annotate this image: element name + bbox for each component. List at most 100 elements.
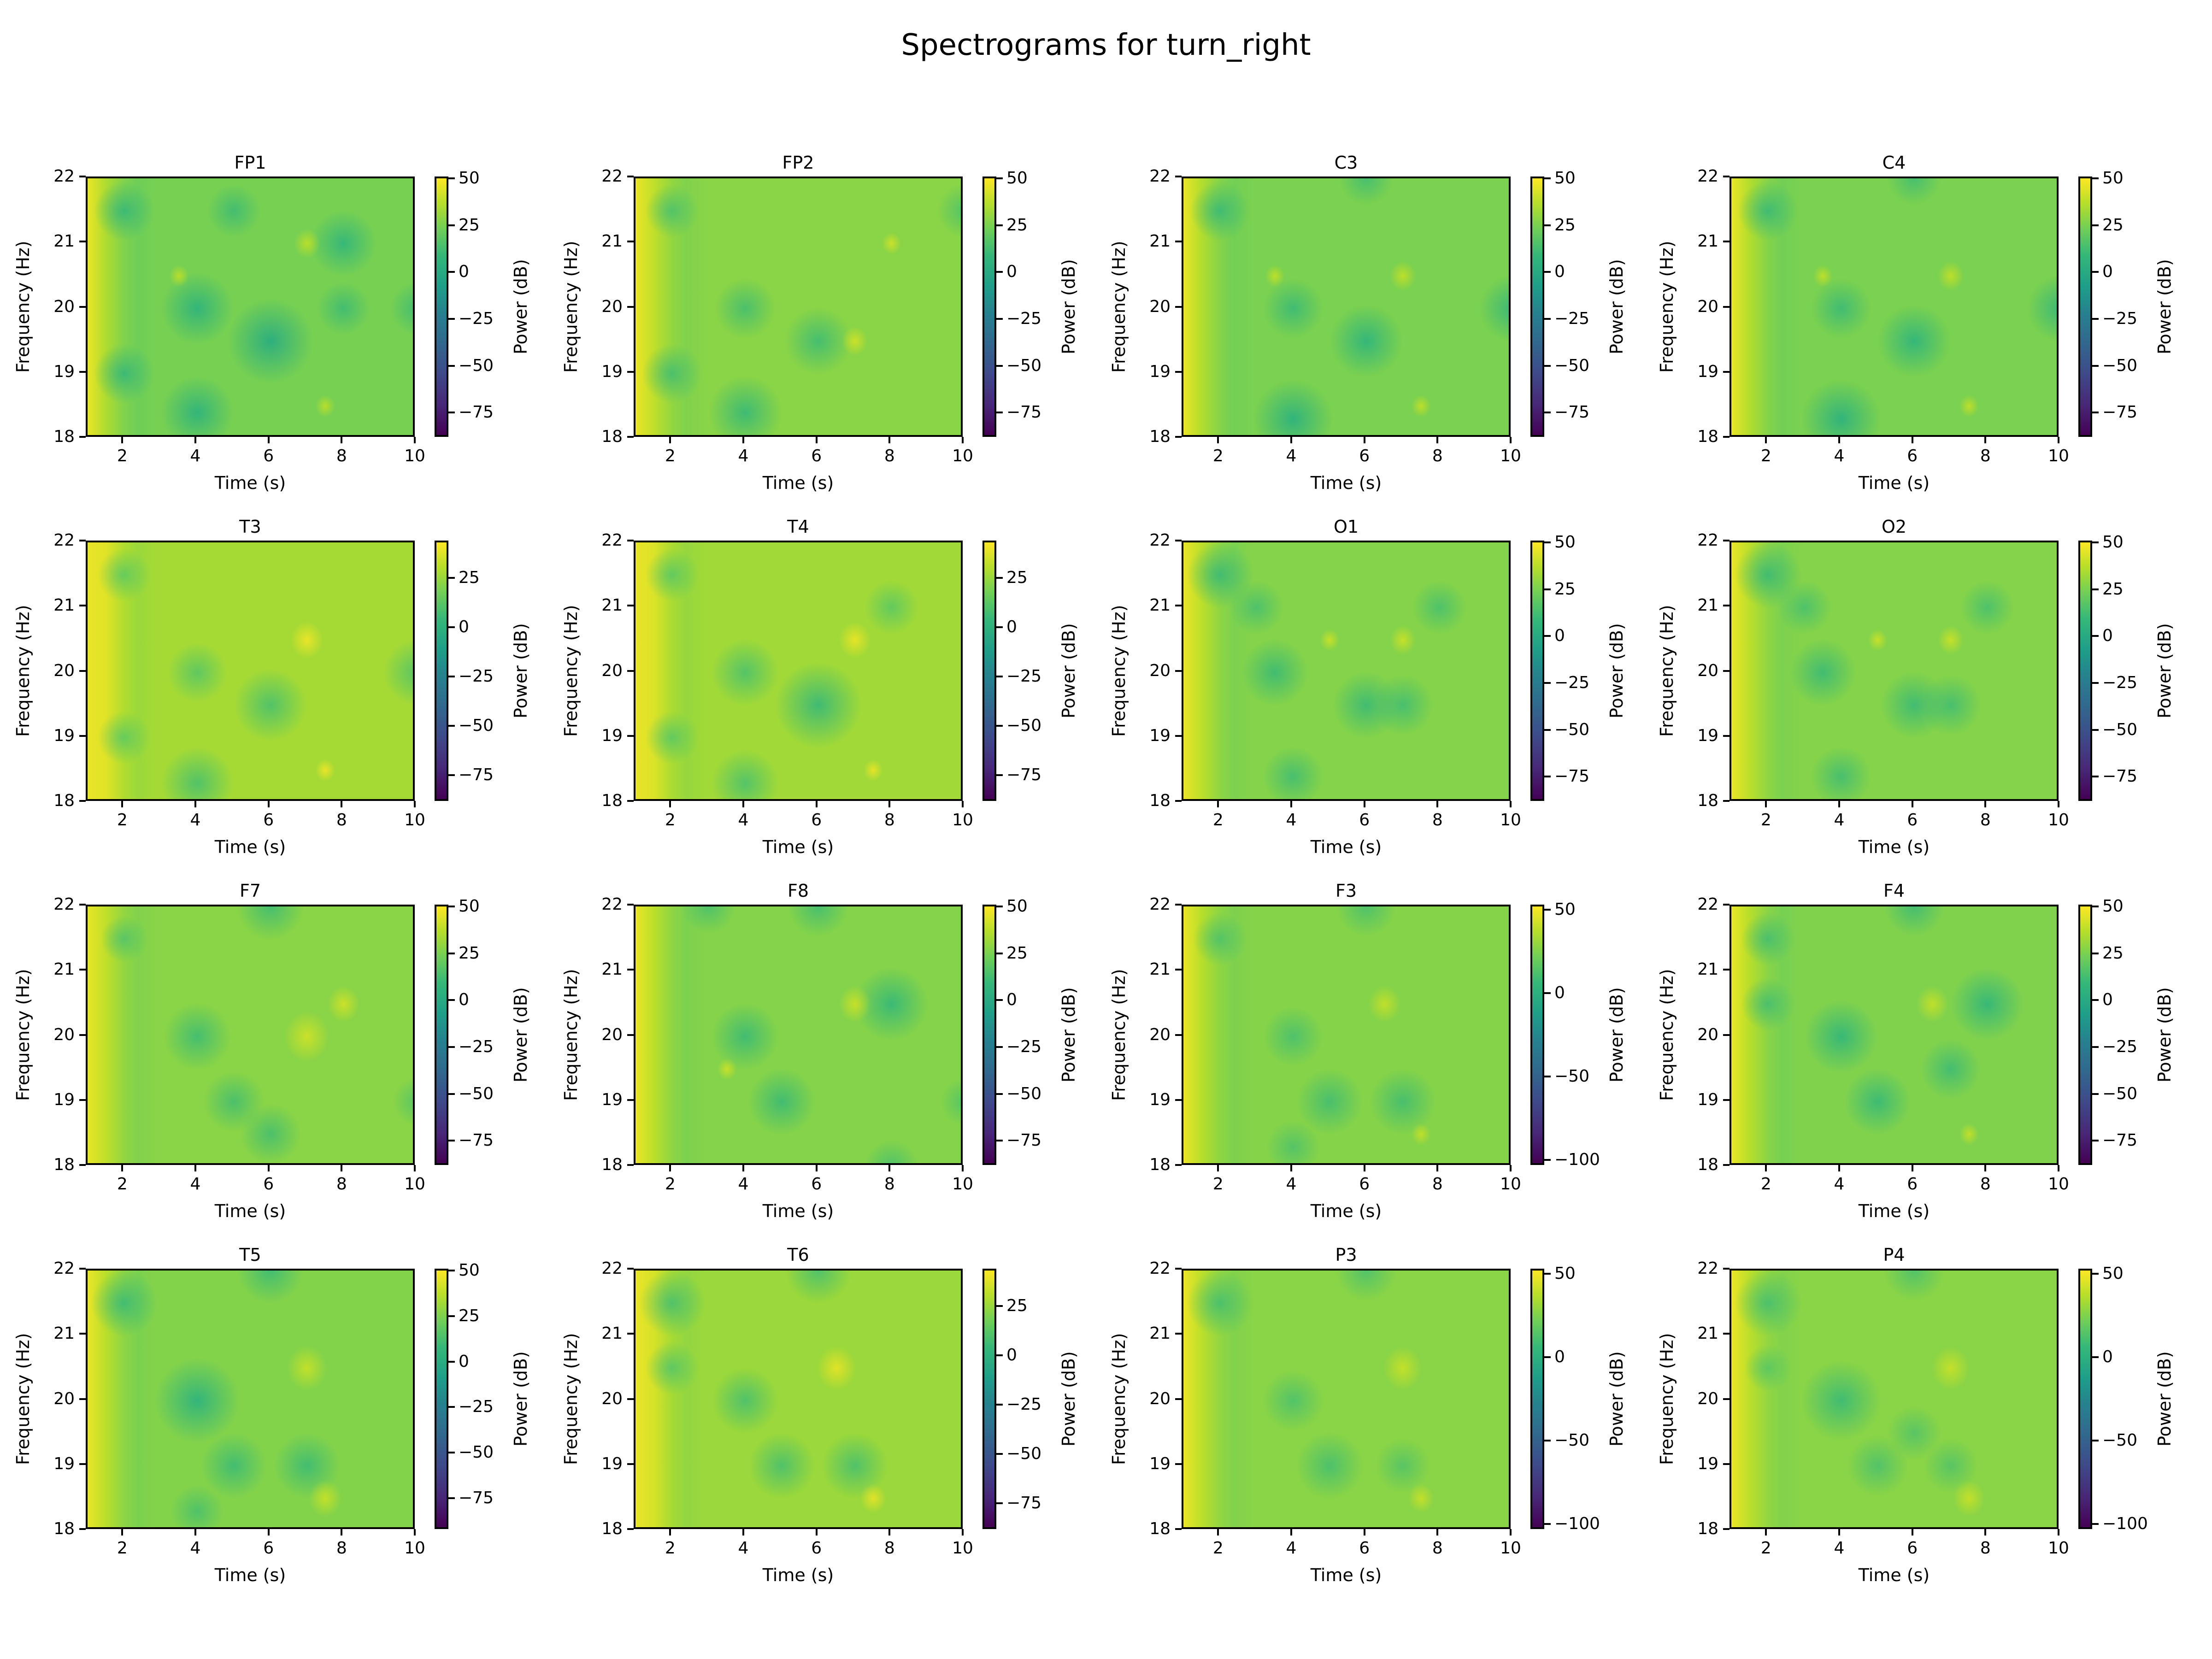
x-tick-label: 10 xyxy=(1500,811,1521,830)
x-tick xyxy=(121,1529,124,1535)
spectrogram-plot xyxy=(86,176,415,437)
y-tick xyxy=(1175,176,1182,177)
colorbar-tick-label: −75 xyxy=(459,765,494,785)
colorbar-label: Power (dB) xyxy=(511,623,531,718)
y-axis-label: Frequency (Hz) xyxy=(1109,1333,1129,1465)
spectrogram-heatmap xyxy=(1183,906,1509,1163)
y-tick-label: 18 xyxy=(601,427,623,446)
y-tick-label: 22 xyxy=(1149,531,1171,550)
x-tick-label: 10 xyxy=(404,811,425,830)
y-tick xyxy=(79,371,86,373)
y-axis-label: Frequency (Hz) xyxy=(1657,969,1677,1101)
colorbar-tick-label: −50 xyxy=(1554,1431,1589,1450)
x-tick-label: 6 xyxy=(1907,1539,1918,1558)
colorbar xyxy=(1530,176,1544,437)
x-tick xyxy=(1838,1529,1840,1535)
x-tick xyxy=(1765,437,1767,443)
colorbar-tick-label: −25 xyxy=(459,667,494,686)
y-tick xyxy=(1175,436,1182,438)
colorbar-label: Power (dB) xyxy=(511,259,531,354)
y-tick xyxy=(1723,1463,1730,1465)
y-tick-label: 21 xyxy=(1697,960,1718,979)
colorbar-tick-label: −50 xyxy=(459,356,494,375)
colorbar-tick xyxy=(448,365,455,367)
x-tick xyxy=(1765,801,1767,807)
x-tick-label: 4 xyxy=(190,447,201,465)
colorbar-label: Power (dB) xyxy=(1606,259,1627,354)
y-tick-label: 21 xyxy=(53,232,75,251)
panel-title-c3: C3 xyxy=(1334,153,1358,173)
colorbar-tick xyxy=(996,412,1003,414)
x-tick-label: 4 xyxy=(1834,1539,1845,1558)
x-tick-label: 8 xyxy=(1980,1539,1991,1558)
y-tick xyxy=(627,1463,634,1465)
x-tick xyxy=(194,801,196,807)
colorbar-tick-label: 0 xyxy=(2102,1347,2113,1366)
x-tick-label: 10 xyxy=(2048,811,2069,830)
colorbar-tick-label: 25 xyxy=(1554,215,1576,235)
x-tick-label: 4 xyxy=(1834,1175,1845,1194)
colorbar-tick xyxy=(996,271,1003,273)
colorbar-tick-label: −25 xyxy=(1006,1037,1041,1056)
x-tick xyxy=(1290,801,1292,807)
x-tick xyxy=(1838,437,1840,443)
colorbar-tick-label: 50 xyxy=(459,169,480,188)
x-tick-label: 2 xyxy=(1760,1175,1771,1194)
colorbar-tick xyxy=(996,1093,1003,1095)
x-tick-label: 10 xyxy=(2048,1175,2069,1194)
colorbar-tick-label: −75 xyxy=(1006,1494,1041,1513)
x-tick xyxy=(962,801,964,807)
y-tick xyxy=(1175,605,1182,607)
x-tick-label: 8 xyxy=(336,811,347,830)
colorbar-label: Power (dB) xyxy=(511,1351,531,1447)
x-tick-label: 10 xyxy=(952,811,973,830)
y-tick-label: 22 xyxy=(1697,1259,1718,1278)
y-tick xyxy=(1723,1268,1730,1270)
x-tick xyxy=(2058,1165,2059,1171)
x-tick-label: 8 xyxy=(884,811,895,830)
colorbar-tick-label: 0 xyxy=(2102,990,2113,1010)
y-tick-label: 21 xyxy=(601,232,623,251)
y-axis-label: Frequency (Hz) xyxy=(13,969,33,1101)
x-tick xyxy=(669,1529,671,1535)
y-axis-label: Frequency (Hz) xyxy=(561,1333,581,1465)
colorbar-tick xyxy=(2092,1046,2099,1048)
y-tick xyxy=(1175,1268,1182,1270)
y-tick xyxy=(1175,969,1182,971)
x-tick xyxy=(1510,1529,1512,1535)
spectrogram-heatmap xyxy=(1183,542,1509,799)
colorbar-tick-label: 50 xyxy=(1006,169,1028,188)
colorbar-tick-label: −75 xyxy=(459,1131,494,1150)
colorbar-label: Power (dB) xyxy=(1606,1351,1627,1447)
spectrogram-plot xyxy=(1182,1269,1511,1529)
colorbar-tick-label: −50 xyxy=(1006,356,1041,375)
colorbar-tick-label: 50 xyxy=(2102,1264,2124,1283)
y-tick xyxy=(79,1034,86,1036)
colorbar-tick xyxy=(996,1354,1003,1357)
colorbar-tick xyxy=(448,1497,455,1499)
y-axis-label: Frequency (Hz) xyxy=(1109,605,1129,737)
x-tick xyxy=(267,437,270,443)
x-axis-label: Time (s) xyxy=(214,1565,286,1585)
y-tick-label: 18 xyxy=(53,1519,75,1538)
y-tick xyxy=(79,969,86,971)
colorbar-tick-label: −50 xyxy=(459,1443,494,1462)
y-tick-label: 20 xyxy=(601,661,623,680)
x-tick-label: 4 xyxy=(1834,447,1845,465)
y-tick xyxy=(1723,436,1730,438)
colorbar-tick-label: 50 xyxy=(1554,900,1576,919)
y-tick xyxy=(627,1034,634,1036)
spectrogram-plot xyxy=(1730,176,2059,437)
y-tick-label: 20 xyxy=(601,1025,623,1044)
colorbar-tick xyxy=(1544,1159,1551,1161)
x-tick xyxy=(341,437,343,443)
y-tick xyxy=(627,1268,634,1270)
x-tick xyxy=(1436,437,1439,443)
y-tick-label: 20 xyxy=(1697,297,1718,316)
y-tick-label: 22 xyxy=(1697,531,1718,550)
colorbar-tick-label: −50 xyxy=(2102,1084,2137,1103)
y-tick xyxy=(1723,371,1730,373)
colorbar-tick xyxy=(1544,1272,1551,1275)
x-tick-label: 2 xyxy=(117,1175,128,1194)
colorbar-tick-label: 25 xyxy=(459,943,480,963)
